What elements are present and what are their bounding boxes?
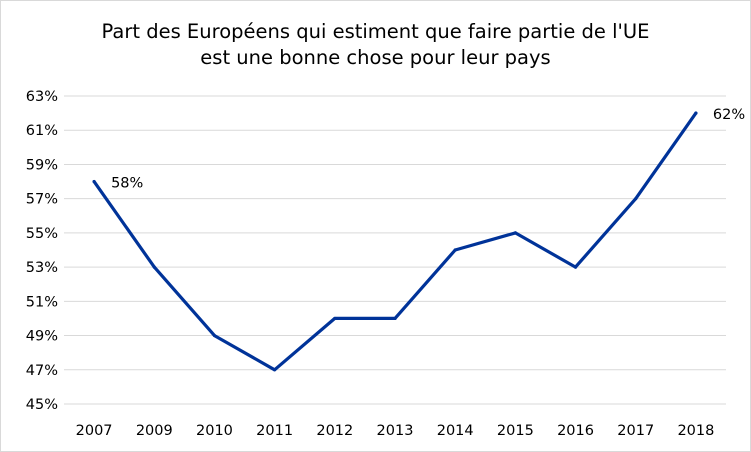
y-tick-label: 57%	[26, 192, 58, 208]
x-tick-label: 2013	[377, 423, 414, 439]
chart-subtitle: est une bonne chose pour leur pays	[200, 46, 551, 69]
data-point	[513, 231, 517, 235]
data-label: 62%	[713, 107, 745, 123]
y-tick-label: 59%	[26, 157, 58, 173]
data-point	[393, 316, 397, 321]
data-point	[573, 265, 578, 269]
series-layer	[92, 111, 698, 372]
data-point	[453, 248, 457, 252]
x-tick-label: 2014	[437, 423, 474, 439]
chart-title: Part des Européens qui estiment que fair…	[101, 20, 650, 43]
data-point	[634, 197, 638, 201]
chart-title-block: Part des Européens qui estiment que fair…	[1, 19, 750, 71]
data-point	[273, 368, 277, 372]
gridlines	[64, 95, 726, 405]
y-tick-label: 51%	[26, 294, 58, 310]
x-tick-label: 2012	[316, 423, 353, 439]
data-point	[92, 179, 96, 184]
data-labels: 58% 62%	[111, 107, 745, 191]
x-tick-label: 2010	[196, 423, 233, 439]
x-tick-label: 2017	[617, 423, 654, 439]
x-tick-label: 2011	[256, 423, 293, 439]
x-tick-label: 2018	[677, 423, 714, 439]
axes: 45% 47% 49% 51% 53% 55% 57% 59% 61% 63% 2007 2009 20…	[26, 89, 715, 439]
y-tick-label: 49%	[26, 329, 58, 345]
y-tick-label: 53%	[26, 260, 58, 276]
x-tick-label: 2015	[497, 423, 534, 439]
data-point	[333, 316, 337, 321]
series-line	[92, 111, 698, 372]
x-tick-label: 2007	[76, 423, 113, 439]
x-tick-label: 2016	[557, 423, 594, 439]
data-point	[694, 111, 698, 115]
x-tick-label: 2009	[136, 423, 173, 439]
y-tick-label: 63%	[26, 89, 58, 105]
y-tick-label: 45%	[26, 397, 58, 413]
y-tick-label: 47%	[26, 363, 58, 379]
y-tick-label: 61%	[26, 123, 58, 139]
y-tick-label: 55%	[26, 226, 58, 242]
data-label: 58%	[111, 176, 143, 192]
data-point	[212, 333, 217, 338]
data-point	[152, 265, 156, 269]
